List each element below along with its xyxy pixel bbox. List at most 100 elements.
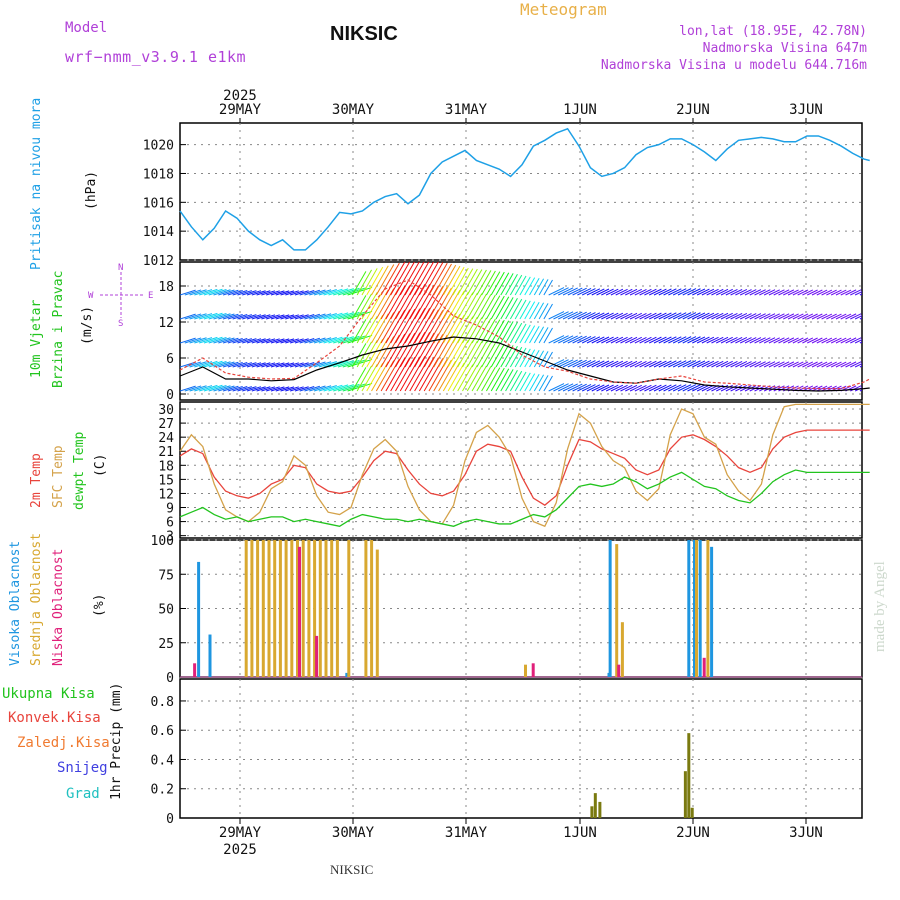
wind-barb xyxy=(591,312,605,320)
wind-barb xyxy=(361,292,378,320)
wind-barb xyxy=(577,383,592,392)
precip-total-bar xyxy=(593,793,597,818)
wind-barb xyxy=(835,289,847,296)
wind-barb xyxy=(514,323,527,344)
wind-barb xyxy=(725,312,738,320)
wind-barb xyxy=(366,338,384,368)
wind-barb xyxy=(189,385,207,392)
wind-barb xyxy=(850,289,862,296)
wind-barb xyxy=(548,287,565,296)
wind-barb xyxy=(266,290,280,296)
wind-barb xyxy=(768,361,780,368)
wind-barb xyxy=(830,361,842,368)
high-cloud-bar xyxy=(698,540,702,677)
wind-barb xyxy=(495,368,510,392)
wind-barb xyxy=(783,289,795,296)
model-altitude-info: Nadmorska Visina u modelu 644.716m xyxy=(600,58,867,73)
wind-barb xyxy=(610,312,624,320)
wind-barb xyxy=(318,288,337,296)
wind-barb xyxy=(682,288,697,296)
wind-barb xyxy=(500,297,514,320)
wind-barb xyxy=(356,317,372,344)
wind-barb xyxy=(672,384,687,392)
wind-barb xyxy=(538,327,549,344)
wind-barb xyxy=(658,288,672,296)
wind-barb xyxy=(428,286,448,320)
wind-barb xyxy=(725,360,738,368)
wind-barb xyxy=(625,312,638,320)
wind-barb xyxy=(385,285,406,320)
wind-barb xyxy=(471,341,487,368)
mid-cloud-bar xyxy=(296,540,299,677)
wind-barb xyxy=(309,361,326,368)
wind-barb xyxy=(251,338,266,344)
mid-cloud-bar xyxy=(335,540,339,677)
wind-barb xyxy=(629,336,642,344)
wind-barb xyxy=(835,313,847,320)
mid-cloud-bar xyxy=(244,540,248,677)
wind-barb xyxy=(754,289,766,296)
wind-barb xyxy=(285,386,299,392)
wind-barb xyxy=(548,311,565,320)
wind-barb xyxy=(309,289,326,296)
wind-barb xyxy=(222,361,239,368)
wind-barb xyxy=(237,290,252,296)
wind-barbs xyxy=(180,262,862,392)
wind-barb xyxy=(807,289,818,296)
wind-barb xyxy=(529,349,540,368)
y-tick-label: 24 xyxy=(158,431,174,446)
wind-barb xyxy=(562,335,578,344)
wind-barb xyxy=(572,335,587,344)
wind-barb xyxy=(720,312,733,320)
wind-barb xyxy=(232,362,248,368)
wind-barb xyxy=(385,309,406,344)
wind-barb xyxy=(720,360,733,368)
wind-barb xyxy=(677,288,692,296)
wind-barb xyxy=(328,336,349,344)
wind-barb xyxy=(620,312,633,320)
y-tick-label: 25 xyxy=(158,637,174,652)
wind-barb xyxy=(854,315,862,320)
wind-barb xyxy=(529,301,540,320)
wind-barb xyxy=(716,336,729,344)
wind-barb xyxy=(237,314,252,320)
wind-barb xyxy=(759,289,771,296)
sfctemp-line xyxy=(179,403,870,528)
wind-barb xyxy=(634,360,647,368)
wind-barb xyxy=(514,299,527,320)
wind-barb xyxy=(242,362,257,368)
wind-barb xyxy=(859,389,862,392)
wind-barb xyxy=(280,362,295,368)
wind-barb xyxy=(366,314,384,344)
wind-barb xyxy=(605,384,619,392)
wind-barb xyxy=(687,336,701,344)
wind-barb xyxy=(581,384,596,392)
wind-barb xyxy=(577,359,592,368)
wind-barb xyxy=(289,314,304,320)
wind-barb xyxy=(711,312,724,320)
wind-barb xyxy=(261,314,276,320)
y-tick-label: 18 xyxy=(158,280,174,295)
wind-barb xyxy=(294,386,309,392)
wind-barb xyxy=(610,384,624,392)
wind-barb xyxy=(649,336,662,344)
wind-barb xyxy=(553,311,569,320)
wind-barb xyxy=(768,337,780,344)
wind-barb xyxy=(227,385,243,392)
wind-barb xyxy=(471,365,487,392)
wind-barb xyxy=(677,312,692,320)
wind-barb xyxy=(821,361,833,368)
mid-cloud-bar xyxy=(615,544,619,677)
wind-barb xyxy=(289,290,304,296)
wind-barb xyxy=(783,361,795,368)
wind-barb xyxy=(677,384,692,392)
wind-barb xyxy=(663,288,677,296)
day-label-top: 3JUN xyxy=(789,102,823,118)
wind-barb xyxy=(615,336,628,344)
wind-barb xyxy=(438,288,457,320)
wind-barb xyxy=(639,312,652,320)
wind-barb xyxy=(194,337,213,344)
mid-cloud-bar xyxy=(620,622,624,677)
wind-barb xyxy=(725,288,738,296)
wind-barb xyxy=(328,360,349,368)
